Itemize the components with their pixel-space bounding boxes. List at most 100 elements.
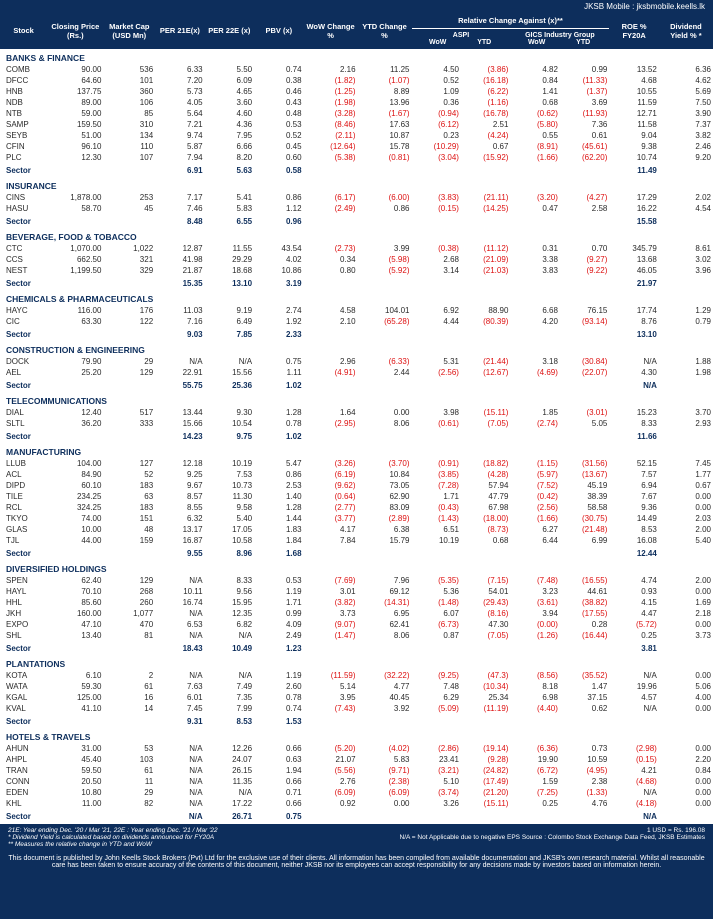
cell: 11.25: [358, 64, 412, 75]
cell: 1.59: [510, 776, 559, 787]
cell: 12.35: [205, 608, 254, 619]
sector-cell: [659, 641, 713, 656]
cell: N/A: [155, 670, 204, 681]
cell: 64.60: [47, 75, 103, 86]
cell: TKYO: [0, 513, 47, 524]
cell: 7.46: [155, 203, 204, 214]
cell: 63.30: [47, 316, 103, 327]
cell: (5.38): [304, 152, 358, 163]
table-row: HNB137.753605.734.650.46(1.25)8.891.09(6…: [0, 86, 713, 97]
cell: 15.79: [358, 535, 412, 546]
cell: (1.16): [461, 97, 510, 108]
cell: 46.05: [609, 265, 658, 276]
cell: 470: [103, 619, 155, 630]
cell: 2.96: [304, 356, 358, 367]
cell: (2.74): [510, 418, 559, 429]
cell: (11.93): [560, 108, 609, 119]
cell: 10.74: [609, 152, 658, 163]
cell: DIAL: [0, 407, 47, 418]
sector-cell: [510, 163, 559, 178]
cell: 85: [103, 108, 155, 119]
cell: 0.34: [304, 254, 358, 265]
cell: 1.94: [254, 765, 303, 776]
cell: 4.54: [659, 203, 713, 214]
sector-cell: [304, 214, 358, 229]
cell: 0.25: [609, 630, 658, 641]
cell: 7.16: [155, 316, 204, 327]
cell: (6.17): [304, 192, 358, 203]
cell: 3.83: [510, 265, 559, 276]
sector-cell: [103, 214, 155, 229]
cell: HHL: [0, 597, 47, 608]
sector-cell: [560, 546, 609, 561]
sector-cell: [358, 714, 412, 729]
cell: 22.91: [155, 367, 204, 378]
cell: AHUN: [0, 743, 47, 754]
table-row: RCL324.251838.559.581.28(2.77)83.09(0.43…: [0, 502, 713, 513]
cell: (0.64): [304, 491, 358, 502]
cell: 10.19: [412, 535, 461, 546]
cell: 6.32: [155, 513, 204, 524]
footnotes-left: 21E: Year ending Dec. '20 / Mar '21, 22E…: [8, 827, 218, 848]
cell: 3.01: [304, 586, 358, 597]
section-header: HOTELS & TRAVELS: [0, 729, 713, 743]
sector-cell: [510, 378, 559, 393]
cell: 10.87: [358, 130, 412, 141]
cell: 7.57: [609, 469, 658, 480]
cell: 5.36: [412, 586, 461, 597]
cell: 4.44: [412, 316, 461, 327]
cell: 4.09: [254, 619, 303, 630]
cell: 5.41: [205, 192, 254, 203]
cell: (9.25): [412, 670, 461, 681]
cell: EDEN: [0, 787, 47, 798]
cell: (3.61): [510, 597, 559, 608]
cell: 4.47: [609, 608, 658, 619]
cell: 5.69: [659, 86, 713, 97]
cell: 1.40: [254, 491, 303, 502]
cell: 45.40: [47, 754, 103, 765]
sector-cell: Sector: [0, 429, 47, 444]
cell: CCS: [0, 254, 47, 265]
table-row: CIC63.301227.166.491.922.10(65.28)4.44(8…: [0, 316, 713, 327]
sector-row: Sector9.318.531.53: [0, 714, 713, 729]
cell: 0.55: [510, 130, 559, 141]
cell: 0.53: [254, 575, 303, 586]
cell: (4.69): [510, 367, 559, 378]
cell: 6.09: [205, 75, 254, 86]
table-row: TJL44.0015916.8710.581.847.8415.7910.190…: [0, 535, 713, 546]
cell: 129: [103, 367, 155, 378]
cell: 7.99: [205, 703, 254, 714]
cell: (6.22): [461, 86, 510, 97]
cell: 0.79: [659, 316, 713, 327]
table-row: CONN20.5011N/A11.350.662.76(2.38)5.10(17…: [0, 776, 713, 787]
cell: 4.65: [205, 86, 254, 97]
sector-cell: 1.23: [254, 641, 303, 656]
cell: 40.45: [358, 692, 412, 703]
sector-cell: [560, 429, 609, 444]
cell: 59.50: [47, 765, 103, 776]
cell: (0.15): [609, 754, 658, 765]
cell: 3.98: [412, 407, 461, 418]
cell: 13.68: [609, 254, 658, 265]
cell: (15.11): [461, 407, 510, 418]
cell: 81: [103, 630, 155, 641]
section-header: CONSTRUCTION & ENGINEERING: [0, 342, 713, 356]
cell: HAYL: [0, 586, 47, 597]
cell: (8.56): [510, 670, 559, 681]
cell: (10.34): [461, 681, 510, 692]
cell: NEST: [0, 265, 47, 276]
cell: 47.79: [461, 491, 510, 502]
cell: (31.56): [560, 458, 609, 469]
cell: 10.86: [254, 265, 303, 276]
cell: 10.00: [47, 524, 103, 535]
cell: EXPO: [0, 619, 47, 630]
sector-cell: [412, 429, 461, 444]
cell: 8.20: [205, 152, 254, 163]
sector-cell: 8.48: [155, 214, 204, 229]
cell: (11.59): [304, 670, 358, 681]
cell: 0.00: [659, 586, 713, 597]
cell: (4.24): [461, 130, 510, 141]
cell: 74.00: [47, 513, 103, 524]
cell: 73.05: [358, 480, 412, 491]
cell: N/A: [609, 356, 658, 367]
